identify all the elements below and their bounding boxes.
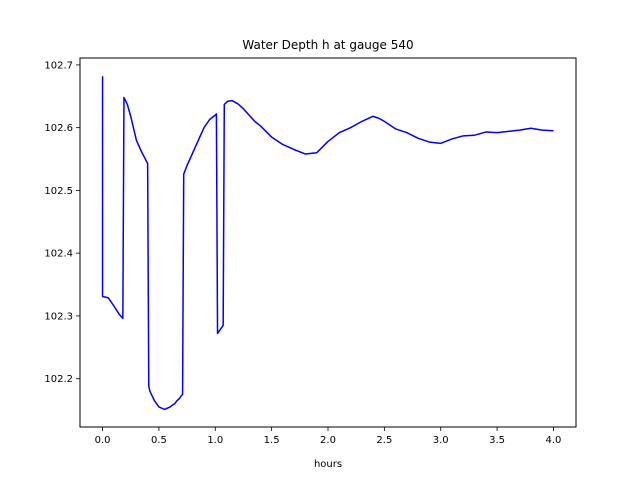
plot-frame [79, 57, 577, 428]
y-axis: 102.2 102.3 102.4 102.5 102.6 102.7 [44, 60, 80, 385]
y-tick-label: 102.6 [44, 123, 73, 134]
y-tick-label: 102.2 [44, 374, 73, 385]
y-tick-label: 102.3 [44, 311, 73, 322]
x-axis: 0.0 0.5 1.0 1.5 2.0 2.5 3.0 3.5 4.0 [95, 427, 562, 446]
x-tick-label: 1.5 [264, 435, 280, 446]
x-tick-label: 2.5 [376, 435, 392, 446]
x-tick-label: 0.0 [95, 435, 111, 446]
y-tick-label: 102.7 [44, 60, 73, 71]
x-tick-label: 2.0 [320, 435, 336, 446]
x-tick-label: 4.0 [546, 435, 562, 446]
x-tick-label: 0.5 [151, 435, 167, 446]
x-tick-label: 1.0 [207, 435, 223, 446]
x-tick-label: 3.0 [433, 435, 449, 446]
x-axis-title: hours [314, 459, 342, 470]
chart-title: Water Depth h at gauge 540 [242, 38, 413, 52]
x-tick-label: 3.5 [489, 435, 505, 446]
y-tick-label: 102.5 [44, 186, 73, 197]
y-tick-label: 102.4 [44, 249, 73, 260]
series-line [101, 76, 554, 411]
